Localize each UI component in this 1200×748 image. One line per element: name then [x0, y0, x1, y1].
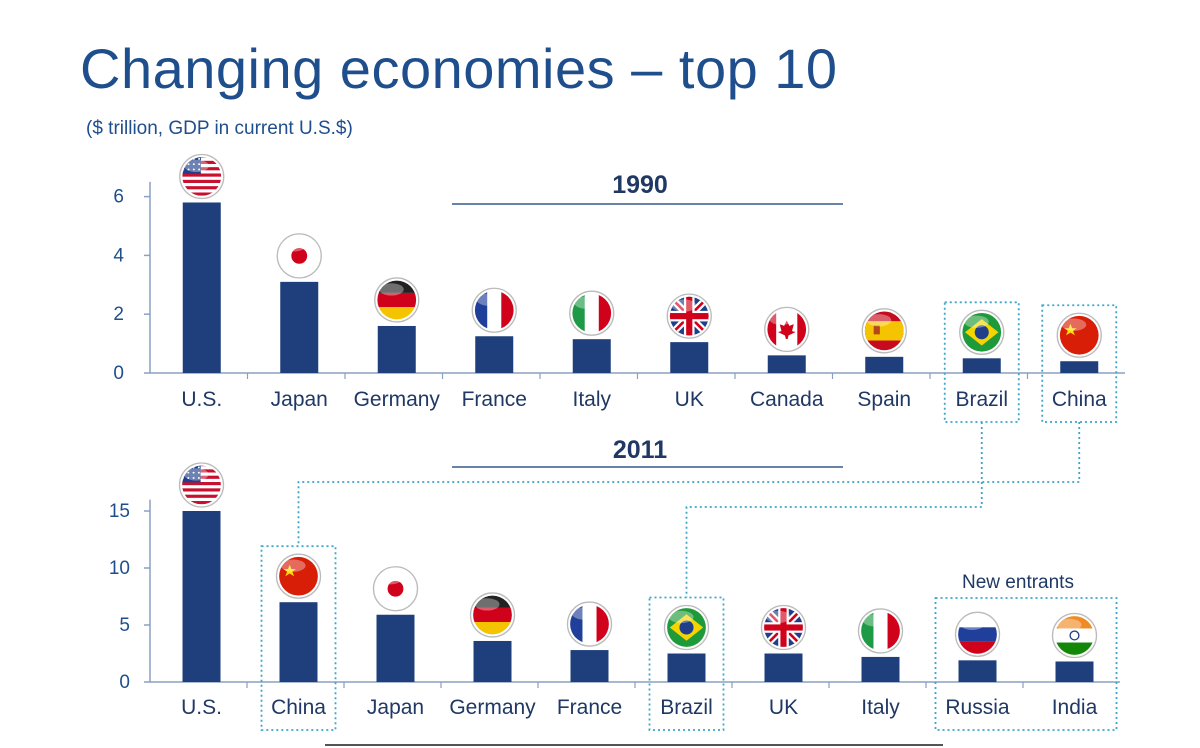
category-label: France — [557, 696, 622, 719]
panel-title-1990: 1990 — [612, 171, 668, 199]
bar — [861, 656, 900, 682]
china-flag-icon — [1056, 312, 1102, 358]
category-label: Italy — [861, 696, 900, 719]
bar — [280, 281, 319, 373]
brazil-flag-icon — [959, 309, 1005, 355]
brazil-flag-icon — [663, 604, 710, 651]
category-label: Spain — [857, 388, 911, 411]
connector-lines — [297, 422, 1081, 598]
bar — [279, 602, 318, 682]
y-tick-label: 0 — [113, 363, 124, 384]
chart-subtitle: ($ trillion, GDP in current U.S.$) — [86, 118, 353, 139]
us-flag-icon — [178, 462, 225, 508]
category-label: Japan — [271, 388, 328, 411]
uk-flag-icon — [666, 293, 712, 339]
brazil-connector — [685, 422, 983, 598]
category-label: U.S. — [181, 696, 222, 719]
y-tick-label: 10 — [109, 558, 130, 579]
france-flag-icon — [471, 287, 517, 333]
germany-flag-icon — [374, 277, 420, 323]
japan-flag-icon — [276, 233, 322, 279]
china-flag-icon — [275, 553, 322, 599]
bar — [182, 202, 221, 373]
china-connector — [297, 422, 1081, 547]
bar — [767, 355, 806, 373]
category-label: India — [1052, 696, 1098, 719]
germany-flag-icon — [469, 592, 516, 638]
category-label: China — [271, 696, 326, 719]
bar — [962, 358, 1001, 373]
category-label: Italy — [572, 388, 611, 411]
y-tick-label: 4 — [113, 245, 124, 266]
chart-layer: 0 2 4 6 U.S. Japan Germany France Italy UK Canada S… — [109, 153, 1125, 731]
chart-2011: 0 5 10 15 U.S. China Japan Germany France Brazil U… — [109, 462, 1120, 731]
highlight-box — [1041, 304, 1118, 423]
bar — [475, 336, 514, 373]
category-label: Brazil — [955, 388, 1008, 411]
bar — [182, 511, 221, 682]
france-flag-icon — [566, 601, 613, 647]
bar — [377, 325, 416, 373]
y-tick-label: 5 — [119, 615, 130, 636]
india-flag-icon — [1051, 612, 1098, 659]
chart-1990: 0 2 4 6 U.S. Japan Germany France Italy UK Canada S… — [113, 153, 1125, 423]
bar — [670, 342, 709, 373]
panel-title-2011: 2011 — [613, 436, 667, 464]
bar — [376, 614, 415, 682]
bar — [958, 660, 997, 682]
y-tick-label: 6 — [113, 187, 124, 208]
category-label: China — [1052, 388, 1107, 411]
highlight-box — [260, 545, 337, 731]
italy-flag-icon — [569, 290, 615, 336]
russia-flag-icon — [954, 611, 1001, 658]
y-tick-label: 2 — [113, 304, 124, 325]
us-flag-icon — [179, 153, 225, 200]
bar — [570, 650, 609, 682]
category-label: France — [462, 388, 527, 411]
highlight-box — [648, 596, 725, 731]
category-label: Germany — [354, 388, 441, 411]
category-label: UK — [769, 696, 798, 719]
category-label: U.S. — [181, 388, 222, 411]
category-label: Brazil — [660, 696, 713, 719]
spain-flag-icon — [861, 308, 907, 354]
new-entrants-label: New entrants — [962, 572, 1074, 593]
highlight-box — [943, 301, 1020, 423]
uk-flag-icon — [760, 604, 807, 651]
bar — [473, 640, 512, 682]
bar — [1055, 661, 1094, 682]
japan-flag-icon — [372, 566, 419, 612]
bar — [667, 653, 706, 682]
bar — [1060, 361, 1099, 373]
page-title: Changing economies – top 10 — [80, 37, 838, 100]
bar — [865, 356, 904, 373]
category-label: Japan — [367, 696, 424, 719]
category-label: Canada — [750, 388, 824, 411]
category-label: Russia — [945, 696, 1010, 719]
category-label: UK — [675, 388, 704, 411]
y-tick-label: 15 — [109, 501, 130, 522]
bar — [764, 653, 803, 682]
new-entrants-box — [934, 597, 1118, 731]
bar — [572, 339, 611, 373]
y-tick-label: 0 — [119, 672, 130, 693]
canada-flag-icon — [764, 306, 810, 353]
italy-flag-icon — [857, 608, 904, 654]
category-label: Germany — [449, 696, 536, 719]
